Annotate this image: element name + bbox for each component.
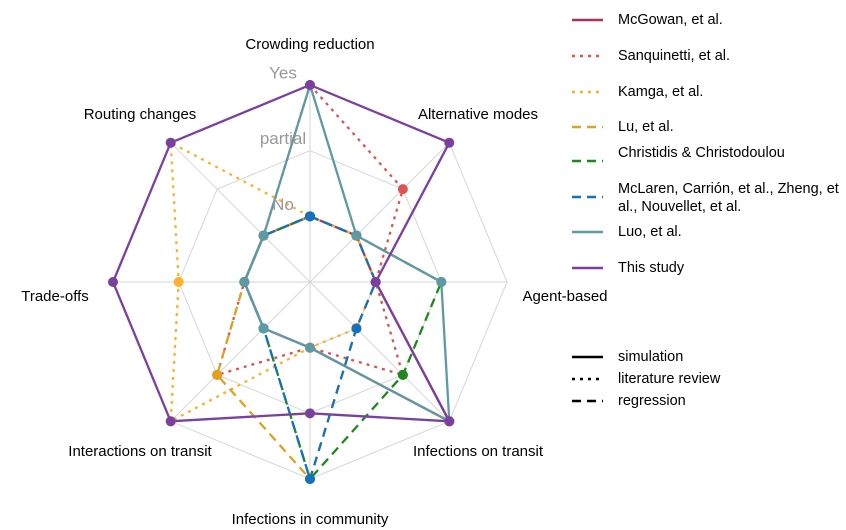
point xyxy=(397,369,408,380)
point xyxy=(444,137,455,148)
point xyxy=(108,277,118,287)
y-tick-label: Yes xyxy=(269,63,297,82)
point xyxy=(305,80,315,90)
series-line xyxy=(215,215,377,482)
point xyxy=(165,416,176,427)
point xyxy=(239,277,250,287)
legend-label: literature review xyxy=(618,371,721,387)
spoke xyxy=(170,281,311,422)
legend-label: Kamga, et al. xyxy=(618,84,704,100)
point xyxy=(397,184,408,195)
point xyxy=(351,323,362,334)
point xyxy=(305,408,315,419)
legend-label: This study xyxy=(618,260,685,276)
point xyxy=(305,211,315,222)
point xyxy=(258,230,269,241)
axis-label: Agent-based xyxy=(522,288,607,305)
legend-label: Sanquinetti, et al. xyxy=(618,48,731,64)
legend-label: Lu, et al. xyxy=(618,119,674,135)
point xyxy=(305,342,315,353)
axis-label: Infections on transit xyxy=(413,443,544,460)
axis-label: Trade-offs xyxy=(21,288,89,305)
spoke xyxy=(309,142,450,283)
point xyxy=(444,416,455,427)
point xyxy=(165,137,176,148)
point xyxy=(351,230,362,241)
y-tick-label: partial xyxy=(260,129,306,148)
legend-label: Christidis & Christodoulou xyxy=(618,145,785,161)
legend-label: regression xyxy=(618,393,686,409)
legend-label: Luo, et al. xyxy=(618,224,682,240)
axis-label: Routing changes xyxy=(84,106,197,123)
point xyxy=(258,323,269,334)
axis-label: Alternative modes xyxy=(418,106,538,123)
legend-label: simulation xyxy=(618,349,684,365)
axis-label: Interactions on transit xyxy=(68,443,212,460)
y-tick-label: No xyxy=(272,195,294,214)
point xyxy=(436,277,447,287)
point xyxy=(305,474,315,484)
axis-label: Infections in community xyxy=(232,511,389,528)
spoke xyxy=(309,281,450,422)
point xyxy=(173,277,184,287)
point xyxy=(370,277,381,287)
point xyxy=(212,369,223,380)
axis-label: Crowding reduction xyxy=(245,36,374,53)
legend-label: McLaren, Carrión, et al., Zheng, et al.,… xyxy=(618,181,839,215)
spoke xyxy=(170,142,311,283)
legend-label: McGowan, et al. xyxy=(618,12,723,28)
